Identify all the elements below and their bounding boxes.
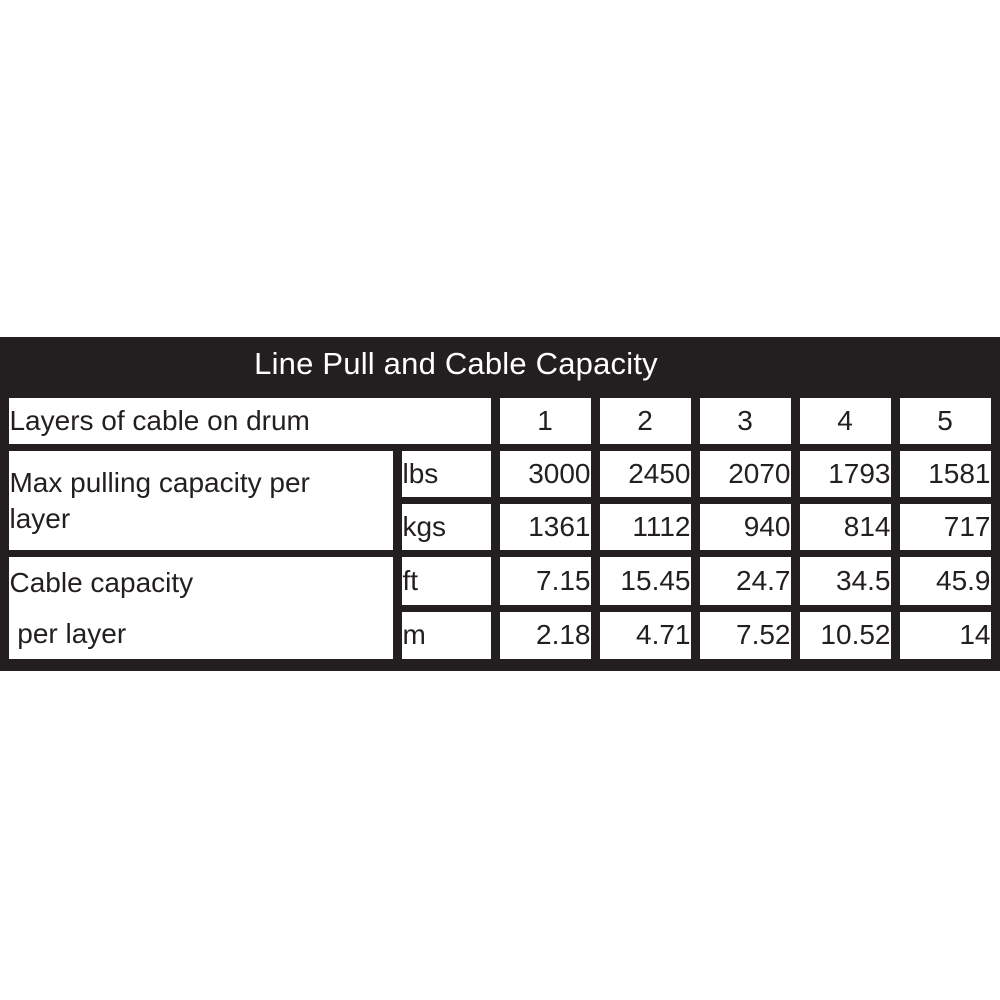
value-cell: 2070: [699, 451, 791, 497]
header-label-cell: Layers of cable on drum: [9, 398, 491, 444]
value-cell: 7.52: [699, 611, 791, 659]
layer-header-4: 4: [799, 398, 891, 444]
value-cell: 940: [699, 504, 791, 550]
value-cell: 1793: [799, 451, 891, 497]
row-cable-capacity-ft: Cable capacity per layer ft 7.15 15.45 2…: [9, 557, 991, 659]
value-cell: 814: [799, 504, 891, 550]
unit-cell-m: m: [402, 611, 491, 659]
value-cell: 3000: [499, 451, 591, 497]
unit-cell-lbs: lbs: [402, 451, 491, 497]
unit-cell-ft: ft: [402, 557, 491, 605]
value-cell: 10.52: [799, 611, 891, 659]
value-cell: 7.15: [499, 557, 591, 605]
unit-cell-kgs: kgs: [402, 504, 491, 550]
value-cell: 2.18: [499, 611, 591, 659]
value-cell: 2450: [599, 451, 691, 497]
row-group-label-cable-capacity: Cable capacity per layer: [9, 557, 394, 659]
layer-header-2: 2: [599, 398, 691, 444]
value-cell: 45.9: [899, 557, 991, 605]
layer-header-5: 5: [899, 398, 991, 444]
value-cell: 1361: [499, 504, 591, 550]
value-cell: 15.45: [599, 557, 691, 605]
value-cell: 24.7: [699, 557, 791, 605]
value-cell: 34.5: [799, 557, 891, 605]
row-group-label-max-pulling: Max pulling capacity per layer: [9, 451, 394, 550]
value-cell: 14: [899, 611, 991, 659]
value-cell: 1581: [899, 451, 991, 497]
layer-header-3: 3: [699, 398, 791, 444]
label-line-1: Cable capacity: [9, 567, 194, 598]
capacity-table: Layers of cable on drum 1 2 3 4 5 Max pu…: [0, 391, 999, 666]
label-line-1: Max pulling capacity per: [9, 466, 310, 498]
header-row: Layers of cable on drum 1 2 3 4 5: [9, 398, 991, 444]
row-cable-capacity-m: m 2.18 4.71 7.52 10.52 14: [9, 611, 991, 659]
value-cell: 717: [899, 504, 991, 550]
value-cell: 1112: [599, 504, 691, 550]
line-pull-capacity-panel: Line Pull and Cable Capacity Layers of c…: [0, 337, 1000, 671]
row-max-pulling-kgs: kgs 1361 1112 940 814 717: [9, 504, 991, 550]
label-line-2: layer: [9, 502, 71, 534]
label-line-2: per layer: [9, 618, 127, 649]
table-title: Line Pull and Cable Capacity: [254, 346, 658, 381]
row-max-pulling-lbs: Max pulling capacity per layer lbs 3000 …: [9, 451, 991, 550]
layer-header-1: 1: [499, 398, 591, 444]
value-cell: 4.71: [599, 611, 691, 659]
